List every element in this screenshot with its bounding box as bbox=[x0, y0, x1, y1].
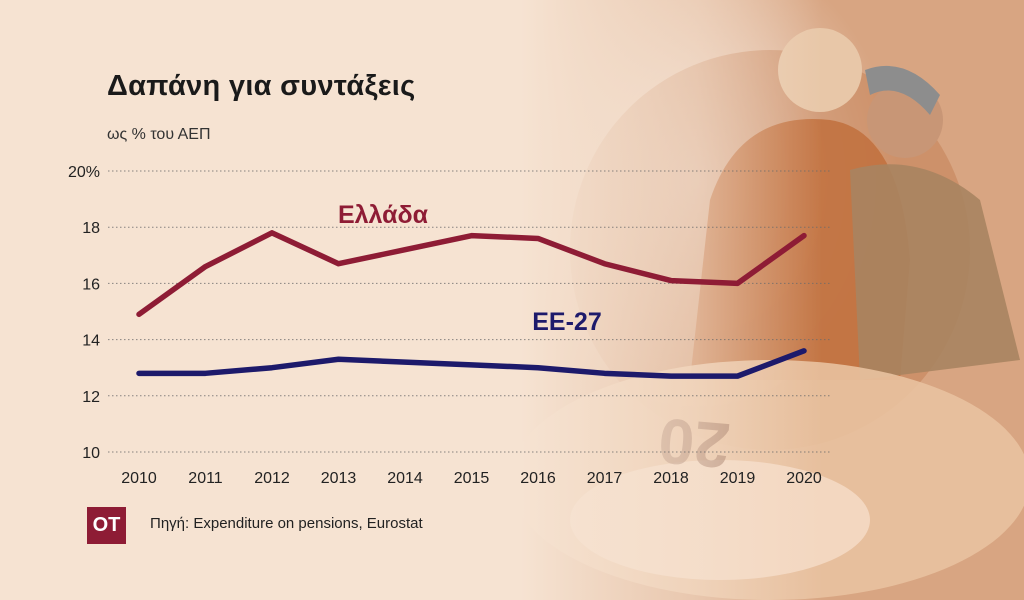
x-tick-label: 2016 bbox=[520, 470, 556, 487]
y-tick-label: 12 bbox=[82, 389, 100, 406]
x-tick-label: 2014 bbox=[387, 470, 423, 487]
x-tick-label: 2010 bbox=[121, 470, 157, 487]
y-tick-label: 16 bbox=[82, 276, 100, 293]
background-photo-elderly-couple-euros: 20 bbox=[520, 0, 1024, 600]
x-tick-label: 2012 bbox=[254, 470, 290, 487]
x-tick-label: 2018 bbox=[653, 470, 689, 487]
ot-logo: OT bbox=[87, 507, 126, 544]
x-axis-ticks: 2010 2011 2012 2013 2014 2015 2016 2017 2018 2019… bbox=[121, 470, 822, 487]
x-tick-label: 2017 bbox=[587, 470, 623, 487]
y-tick-label: 18 bbox=[82, 220, 100, 237]
series-label: ΕΕ-27 bbox=[532, 308, 601, 336]
series-lines bbox=[136, 230, 807, 379]
series-label: Ελλάδα bbox=[338, 201, 429, 229]
x-tick-label: 2015 bbox=[454, 470, 490, 487]
series-line-1 bbox=[136, 230, 807, 318]
chart-subtitle: ως % του ΑΕΠ bbox=[107, 126, 211, 143]
chart-title: Δαπάνη για συντάξεις bbox=[107, 70, 416, 102]
y-tick-label: 14 bbox=[82, 333, 100, 350]
x-tick-label: 2019 bbox=[720, 470, 756, 487]
y-tick-label: 10 bbox=[82, 445, 100, 462]
source-note: Πηγή: Expenditure on pensions, Eurostat bbox=[150, 515, 423, 532]
x-tick-label: 2013 bbox=[321, 470, 357, 487]
series-line-2 bbox=[136, 348, 807, 379]
x-tick-label: 2011 bbox=[188, 470, 223, 487]
gridlines bbox=[108, 170, 830, 453]
y-tick-label: 20% bbox=[68, 164, 100, 181]
y-axis-ticks: 20% 18 16 14 12 10 bbox=[68, 164, 100, 462]
series-labels: Ελλάδα ΕΕ-27 bbox=[338, 201, 602, 336]
x-tick-label: 2020 bbox=[786, 470, 822, 487]
